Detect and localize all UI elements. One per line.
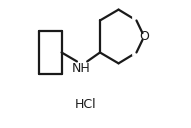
- Text: NH: NH: [71, 62, 90, 75]
- Text: HCl: HCl: [74, 98, 96, 111]
- Text: O: O: [139, 30, 149, 43]
